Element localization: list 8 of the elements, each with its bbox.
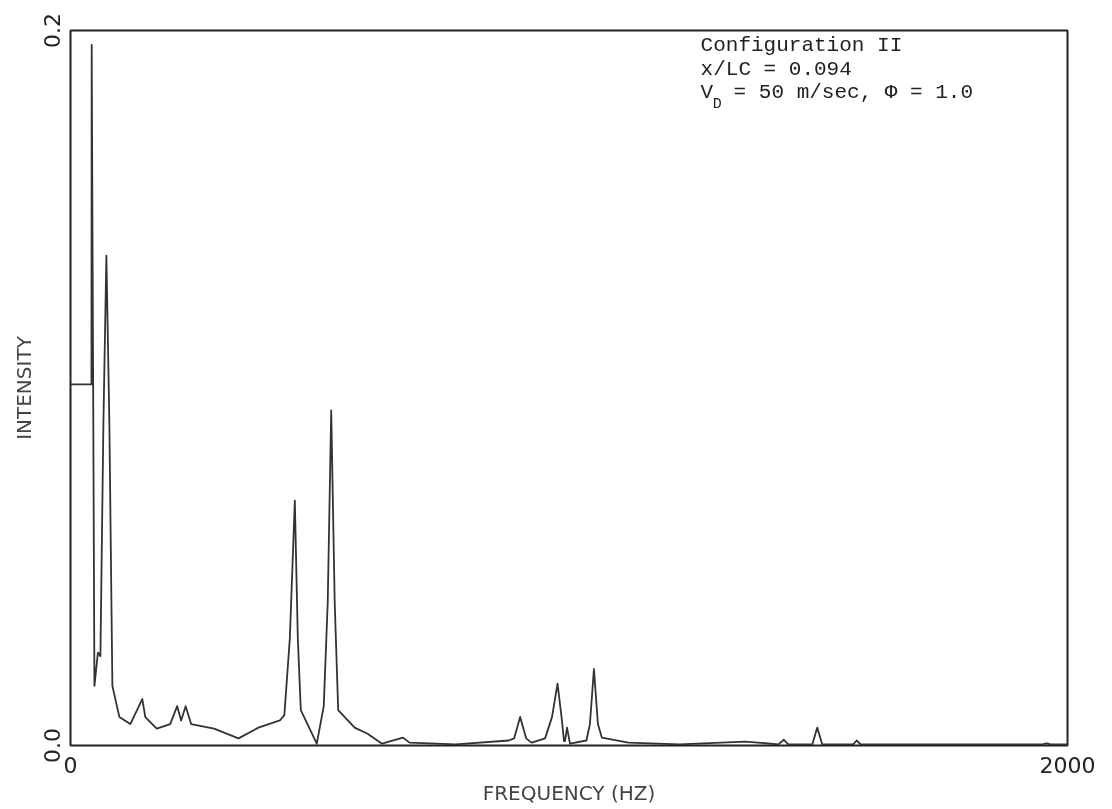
annotation: Configuration II [700,33,903,57]
x-tick-label: 2000 [1039,752,1096,778]
y-tick-label: 0.2 [39,12,65,48]
y-tick-label: 0.0 [39,727,65,763]
y-axis-title: INTENSITY [11,335,36,440]
x-axis-title: FREQUENCY (HZ) [482,780,656,805]
x-tick-label: 0 [63,752,78,778]
annotation: x/LC = 0.094 [700,57,852,81]
